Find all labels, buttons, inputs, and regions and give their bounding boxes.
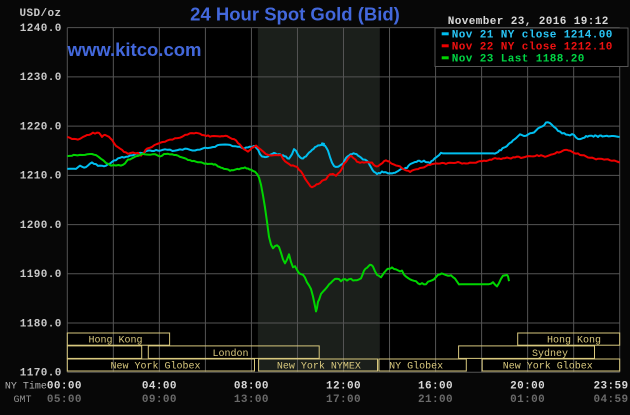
svg-text:November 23, 2016 19:12: November 23, 2016 19:12 [448,16,609,28]
svg-text:1180.0: 1180.0 [20,318,62,330]
svg-text:New York NYMEX: New York NYMEX [277,361,361,373]
svg-text:1230.0: 1230.0 [20,72,62,84]
svg-text:12:00: 12:00 [326,380,361,392]
svg-text:NY Globex: NY Globex [389,361,443,373]
svg-text:20:00: 20:00 [510,380,545,392]
svg-text:Nov 22 NY close 1212.10: Nov 22 NY close 1212.10 [452,41,613,53]
svg-text:00:00: 00:00 [47,380,82,392]
svg-text:Hong Kong: Hong Kong [88,336,142,347]
svg-text:1220.0: 1220.0 [20,121,62,133]
svg-text:1210.0: 1210.0 [20,171,62,183]
svg-text:04:00: 04:00 [142,380,177,392]
svg-text:21:00: 21:00 [418,394,453,406]
svg-text:NY Time: NY Time [5,380,47,392]
svg-text:1190.0: 1190.0 [20,269,62,281]
svg-text:05:00: 05:00 [47,394,82,406]
svg-text:04:59: 04:59 [593,394,628,406]
svg-text:Sydney: Sydney [532,348,568,360]
svg-text:New York Globex: New York Globex [503,361,593,373]
svg-text:London: London [212,348,248,360]
svg-text:16:00: 16:00 [418,380,453,392]
svg-text:Hong Kong: Hong Kong [547,336,601,347]
svg-text:23:59: 23:59 [593,380,628,392]
svg-text:www.kitco.com: www.kitco.com [67,39,202,60]
svg-text:USD/oz: USD/oz [20,8,62,20]
svg-text:Nov 23 Last 1188.20: Nov 23 Last 1188.20 [452,53,585,65]
svg-text:08:00: 08:00 [234,380,269,392]
svg-text:Nov 21 NY close 1214.00: Nov 21 NY close 1214.00 [452,29,613,41]
svg-text:01:00: 01:00 [510,394,545,406]
svg-text:24 Hour Spot Gold (Bid): 24 Hour Spot Gold (Bid) [190,4,400,25]
svg-text:17:00: 17:00 [326,394,361,406]
svg-text:13:00: 13:00 [234,394,269,406]
svg-text:New York Globex: New York Globex [110,361,200,373]
svg-text:1170.0: 1170.0 [20,368,62,380]
svg-text:GMT: GMT [14,395,32,406]
svg-text:09:00: 09:00 [142,394,177,406]
svg-text:1200.0: 1200.0 [20,220,62,232]
svg-text:1240.0: 1240.0 [20,23,62,35]
